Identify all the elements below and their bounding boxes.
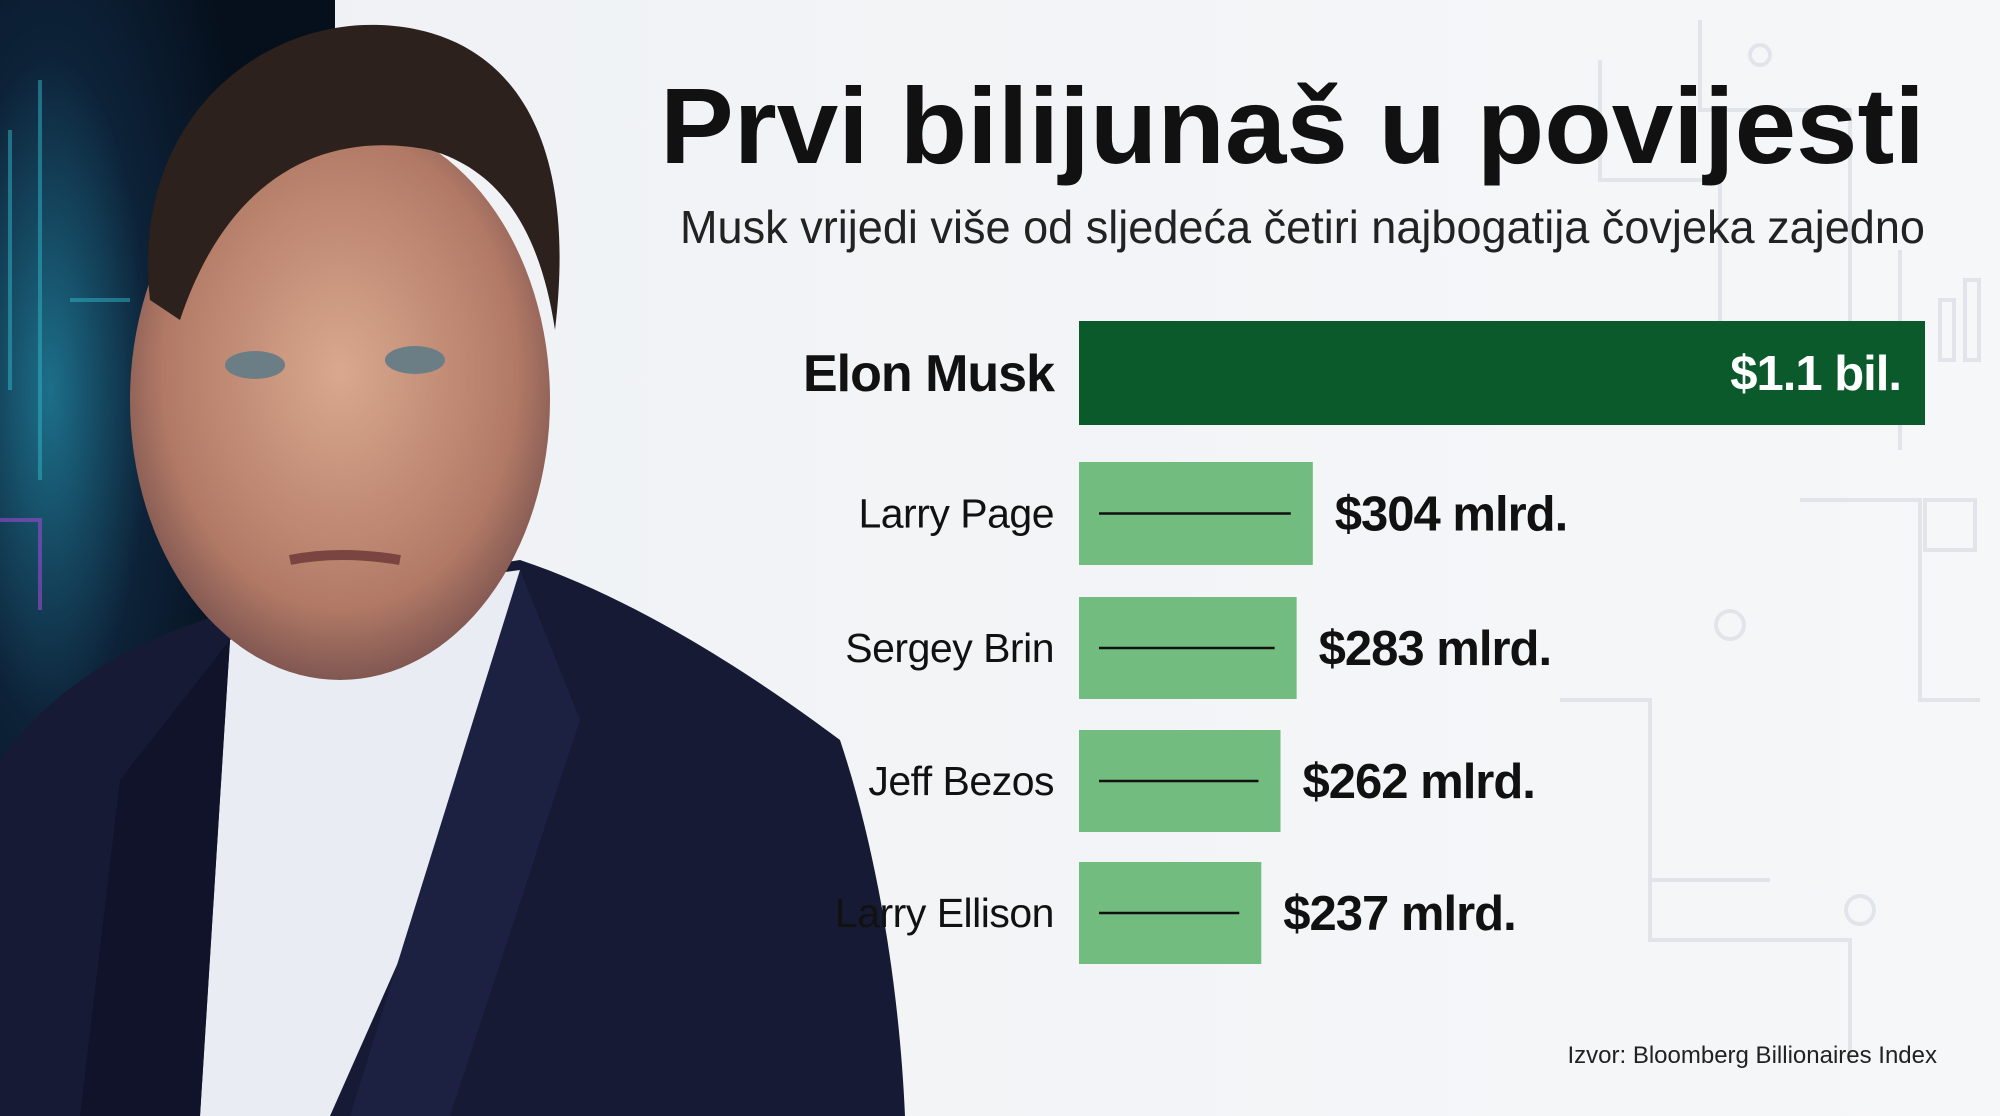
face [130, 120, 550, 680]
value-label: $1.1 bil. [1730, 347, 1901, 401]
value-label: $304 mlrd. [1335, 488, 1567, 542]
category-label: Larry Page [858, 491, 1054, 537]
circuit-pattern [1560, 20, 1981, 1060]
chart-subtitle: Musk vrijedi više od sljedeća četiri naj… [680, 201, 1925, 253]
chart-title: Prvi bilijunaš u povijesti [660, 65, 1925, 186]
hair [147, 24, 560, 330]
category-label-highlight: Elon Musk [803, 345, 1055, 403]
category-label: Larry Ellison [835, 890, 1054, 936]
source-note: Izvor: Bloomberg Billionaires Index [1567, 1042, 1937, 1069]
shirt [200, 570, 520, 1116]
value-label: $237 mlrd. [1283, 887, 1515, 941]
category-label: Jeff Bezos [868, 758, 1054, 804]
category-label: Sergey Brin [845, 625, 1054, 671]
bar [1079, 321, 1925, 425]
value-label: $283 mlrd. [1319, 622, 1551, 676]
portrait [0, 0, 905, 1116]
value-label: $262 mlrd. [1303, 755, 1535, 809]
